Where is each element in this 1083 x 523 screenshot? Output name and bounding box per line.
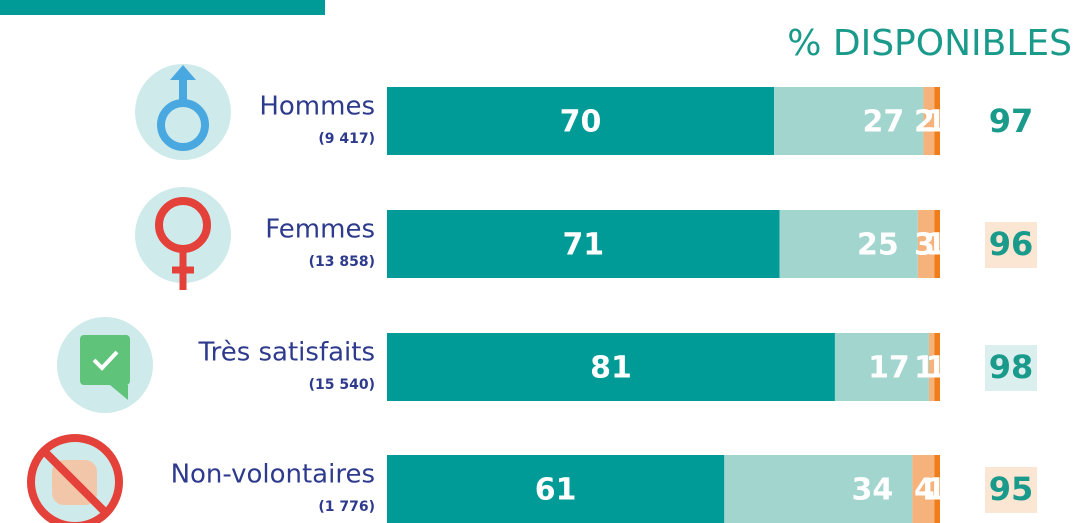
satisfied-icon: [57, 317, 153, 413]
segment-label: 71: [562, 228, 604, 263]
bar-segment: [387, 455, 725, 523]
bar-segment: [923, 87, 935, 155]
segment-label: 1: [926, 351, 947, 386]
category-label: Hommes: [259, 92, 375, 122]
bar-segment: [387, 333, 835, 401]
female-icon: [135, 187, 231, 290]
total-background: [985, 345, 1037, 391]
category-count: (1 776): [318, 499, 375, 515]
bar-segment: [724, 455, 913, 523]
category-label: Très satisfaits: [198, 338, 375, 368]
bar-segment: [387, 87, 775, 155]
bar-segment: [779, 210, 918, 278]
category-label: Non-volontaires: [171, 460, 375, 490]
category-count: (9 417): [318, 131, 375, 147]
bar-segment: [934, 455, 940, 523]
segment-label: 1: [926, 105, 947, 140]
total-background: [985, 467, 1037, 513]
segment-label: 81: [590, 351, 632, 386]
segment-label: 17: [868, 351, 910, 386]
bar-segment: [834, 333, 929, 401]
bar-segment: [917, 210, 935, 278]
bar-segment: [934, 210, 940, 278]
male-icon: [135, 64, 231, 160]
bar-segment: [934, 333, 940, 401]
category-count: (13 858): [309, 254, 375, 270]
category-label: Femmes: [265, 215, 375, 245]
segment-label: 25: [857, 228, 899, 263]
total-background: [985, 222, 1037, 268]
non-volunteer-icon: [27, 434, 123, 523]
bar-segment: [928, 333, 935, 401]
segment-label: 2: [914, 105, 935, 140]
category-count: (15 540): [309, 377, 375, 393]
segment-label: 27: [863, 105, 905, 140]
segment-label: 1: [914, 351, 935, 386]
total-label: 96: [989, 225, 1034, 263]
bar-segment: [934, 87, 940, 155]
header-banner: [0, 0, 325, 15]
bar-segment: [387, 210, 780, 278]
segment-label: 4: [914, 473, 935, 508]
total-label: 98: [989, 348, 1034, 386]
segment-label: 1: [926, 473, 947, 508]
total-label: 97: [989, 102, 1034, 140]
segment-label: 34: [851, 473, 893, 508]
bar-segment: [774, 87, 924, 155]
bar-segment: [912, 455, 935, 523]
header: % DISPONIBLES: [787, 23, 1072, 64]
segment-label: 1: [926, 228, 947, 263]
segment-label: 61: [535, 473, 577, 508]
segment-label: 3: [914, 228, 935, 263]
total-label: 95: [989, 470, 1034, 508]
segment-label: 70: [560, 105, 602, 140]
